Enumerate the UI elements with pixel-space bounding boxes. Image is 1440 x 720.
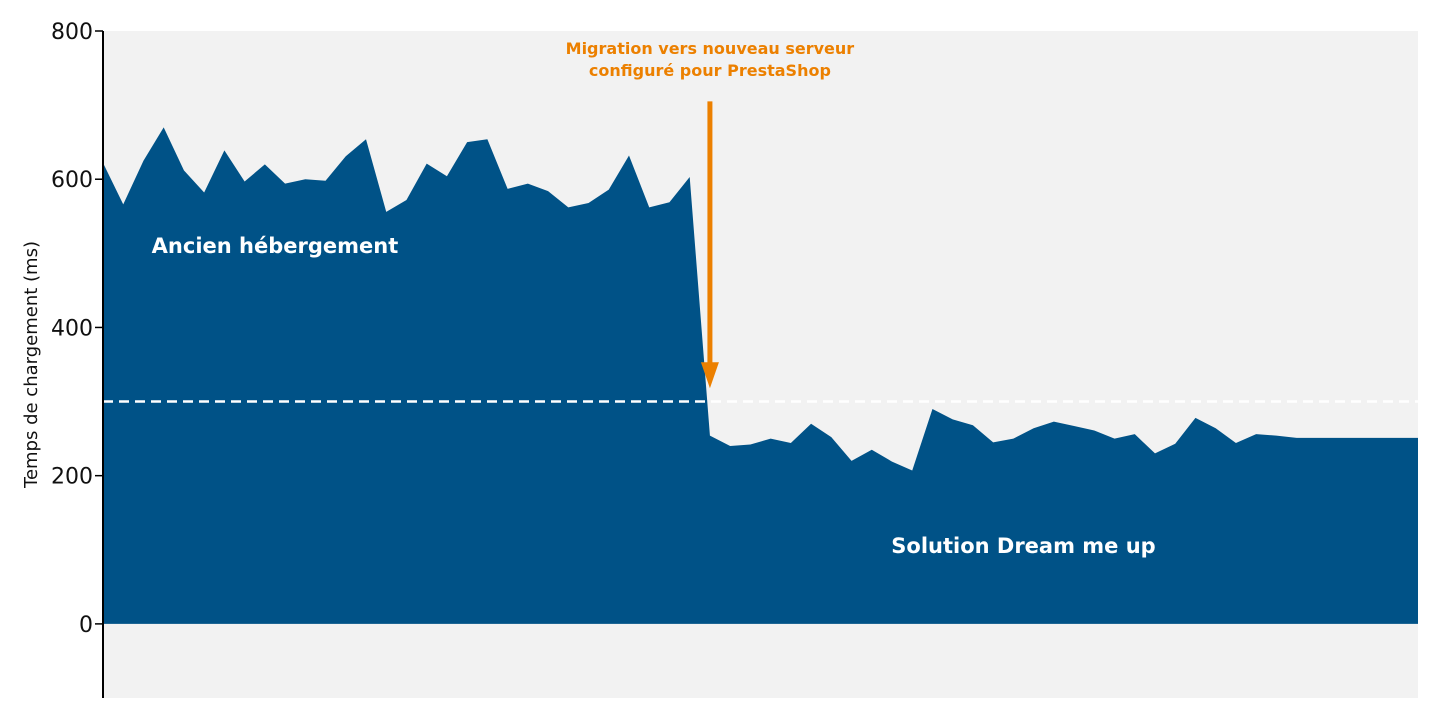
y-tick-label: 0 — [79, 613, 93, 638]
region-label: Solution Dream me up — [891, 534, 1155, 558]
region-label: Ancien hébergement — [152, 234, 399, 258]
load-time-area — [103, 127, 1418, 624]
y-tick-label: 600 — [51, 168, 93, 193]
y-tick-label: 400 — [51, 316, 93, 341]
migration-arrow-head — [700, 362, 719, 389]
migration-annotation-line: Migration vers nouveau serveur — [566, 39, 855, 58]
migration-annotation-line: configuré pour PrestaShop — [589, 61, 831, 80]
y-axis-label: Temps de chargement (ms) — [21, 241, 42, 489]
y-tick-label: 800 — [51, 20, 93, 45]
y-tick-label: 200 — [51, 465, 93, 490]
